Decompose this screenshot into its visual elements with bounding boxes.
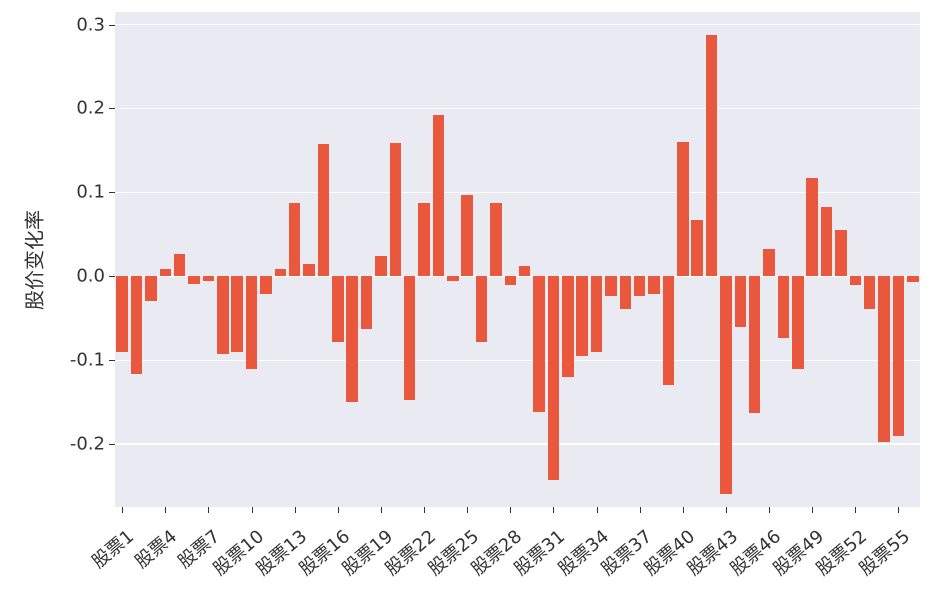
xtick-mark [640,507,641,513]
bar [461,195,473,276]
bar [519,266,531,276]
bar [476,276,488,341]
bar [864,276,876,309]
bar [893,276,905,435]
bar [720,276,732,494]
bar [691,220,703,276]
bar [160,269,172,277]
bar [562,276,574,377]
bar [648,276,660,294]
bar [217,276,229,354]
xtick-mark [252,507,253,513]
gridline-y [115,108,920,109]
bar [634,276,646,296]
bar [116,276,128,352]
ytick-mark [109,192,115,193]
bar [346,276,358,402]
xtick-mark [855,507,856,513]
bar [361,276,373,329]
bar [289,203,301,276]
ytick-label: 0.2 [76,98,105,119]
xtick-mark [295,507,296,513]
xtick-mark [381,507,382,513]
xtick-mark [165,507,166,513]
bar [677,142,689,276]
xtick-mark [424,507,425,513]
bar [605,276,617,296]
xtick-mark [208,507,209,513]
plot-area [115,12,920,507]
bar [576,276,588,356]
bar [778,276,790,337]
gridline-y [115,192,920,193]
ytick-mark [109,444,115,445]
bar [907,276,919,282]
bar [433,115,445,276]
xtick-mark [812,507,813,513]
bar [390,143,402,276]
bar [188,276,200,284]
xtick-mark [467,507,468,513]
bar [878,276,890,442]
bar [706,35,718,276]
axes [115,12,920,507]
bar [174,254,186,277]
xtick-mark [769,507,770,513]
bar [203,276,215,281]
bar [318,144,330,277]
bar [404,276,416,399]
figure: 股价变化率 -0.2-0.10.00.10.20.3股票1股票4股票7股票10股… [0,0,935,616]
bar [145,276,157,301]
xtick-mark [553,507,554,513]
bar [735,276,747,326]
bar [260,276,272,294]
bar [246,276,258,369]
bar [131,276,143,374]
y-axis-label: 股价变化率 [19,210,48,310]
xtick-mark [683,507,684,513]
xtick-mark [898,507,899,513]
ytick-mark [109,360,115,361]
xtick-mark [122,507,123,513]
bar [591,276,603,352]
ytick-label: -0.1 [70,350,105,371]
gridline-y [115,443,920,444]
bar [447,276,459,281]
bar [548,276,560,480]
ytick-mark [109,276,115,277]
ytick-label: 0.3 [76,14,105,35]
xtick-mark [338,507,339,513]
bar [835,230,847,276]
bar [620,276,632,309]
bar [375,256,387,276]
xtick-mark [597,507,598,513]
bar [533,276,545,412]
bar [275,269,287,277]
ytick-label: 0.1 [76,182,105,203]
bar [763,249,775,277]
ytick-label: -0.2 [70,434,105,455]
bar [505,276,517,284]
bar [806,178,818,276]
gridline-y [115,24,920,25]
bar [850,276,862,285]
bar [303,264,315,277]
xtick-mark [510,507,511,513]
bar [821,207,833,277]
ytick-label: 0.0 [76,266,105,287]
bar [792,276,804,368]
bar [663,276,675,385]
bar [749,276,761,413]
bar [231,276,243,352]
bar [332,276,344,341]
bar [490,203,502,276]
ytick-mark [109,25,115,26]
bar [418,203,430,276]
ytick-mark [109,108,115,109]
xtick-mark [726,507,727,513]
